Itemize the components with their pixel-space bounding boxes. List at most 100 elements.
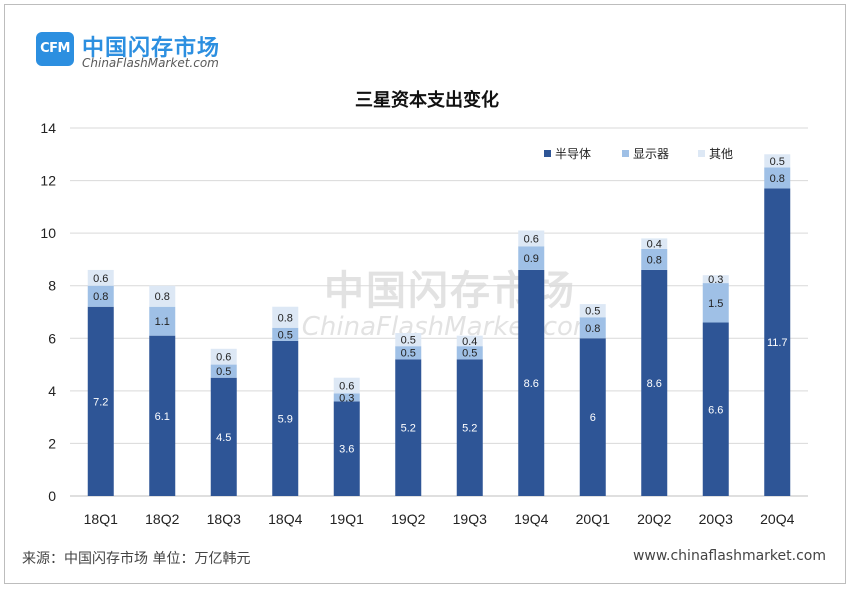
bar-19Q3-2 [456, 335, 483, 347]
bar-18Q1-0 [87, 306, 114, 496]
website-url[interactable]: www.chinaflashmarket.com [632, 548, 826, 564]
x-tick-label: 18Q2 [145, 511, 179, 527]
bar-19Q1-1 [333, 393, 360, 402]
y-tick-label: 10 [40, 225, 56, 241]
bar-19Q2-2 [395, 333, 422, 347]
bar-20Q3-0 [702, 322, 729, 496]
legend-label: 显示器 [633, 147, 669, 161]
data-label: 0.8 [585, 323, 600, 335]
data-label: 7.2 [93, 396, 108, 408]
x-tick-label: 20Q2 [637, 511, 671, 527]
x-tick-label: 18Q4 [268, 511, 302, 527]
legend-label: 其他 [709, 147, 733, 161]
data-label: 0.6 [216, 352, 231, 364]
bar-19Q1-2 [333, 377, 360, 394]
data-label: 0.8 [770, 173, 785, 185]
x-tick-label: 19Q4 [514, 511, 548, 527]
bar-20Q3-2 [702, 275, 729, 284]
bar-18Q2-1 [149, 306, 176, 336]
bar-18Q2-2 [149, 285, 176, 307]
x-tick-label: 18Q1 [84, 511, 118, 527]
bar-19Q3-0 [456, 359, 483, 496]
data-label: 6.6 [708, 404, 723, 416]
bar-18Q2-0 [149, 335, 176, 496]
bar-20Q1-0 [579, 338, 606, 496]
y-tick-label: 4 [48, 383, 56, 399]
x-tick-label: 20Q1 [576, 511, 610, 527]
logo: CFM 中国闪存市场 ChinaFlashMarket.com [36, 30, 296, 76]
chart-title: 三星资本支出变化 [355, 90, 499, 111]
bar-18Q1-1 [87, 285, 114, 307]
bar-18Q1-2 [87, 269, 114, 286]
data-label: 0.3 [339, 392, 354, 404]
legend-label: 半导体 [555, 147, 591, 161]
data-label: 8.6 [524, 378, 539, 390]
bar-19Q3-1 [456, 346, 483, 360]
logo-name-en: ChinaFlashMarket.com [82, 56, 219, 70]
data-label: 0.6 [339, 381, 354, 393]
logo-badge: CFM [36, 32, 74, 66]
bar-20Q4-1 [764, 167, 791, 189]
y-tick-label: 2 [48, 435, 56, 451]
data-label: 0.3 [708, 274, 723, 286]
data-label: 6 [590, 412, 596, 424]
data-label: 0.8 [155, 291, 170, 303]
bar-20Q1-1 [579, 317, 606, 339]
data-label: 1.5 [708, 298, 723, 310]
data-label: 0.8 [278, 312, 293, 324]
y-tick-label: 6 [48, 330, 56, 346]
data-label: 0.8 [647, 254, 662, 266]
bar-20Q2-0 [641, 269, 668, 496]
x-tick-label: 20Q4 [760, 511, 794, 527]
bar-18Q4-0 [272, 340, 299, 496]
data-label: 0.5 [585, 306, 600, 318]
bar-19Q4-0 [518, 269, 545, 496]
bar-19Q1-0 [333, 401, 360, 496]
y-tick-label: 0 [48, 488, 56, 504]
bar-19Q2-1 [395, 346, 422, 360]
bar-18Q3-2 [210, 348, 237, 365]
data-label: 4.5 [216, 432, 231, 444]
bar-20Q4-2 [764, 154, 791, 168]
bar-18Q4-1 [272, 327, 299, 341]
data-label: 0.5 [770, 156, 785, 168]
legend-swatch [544, 150, 551, 157]
data-label: 8.6 [647, 378, 662, 390]
x-tick-label: 18Q3 [207, 511, 241, 527]
bar-20Q2-1 [641, 248, 668, 270]
data-label: 0.8 [93, 291, 108, 303]
data-label: 0.5 [216, 366, 231, 378]
y-tick-label: 12 [40, 173, 56, 189]
bar-18Q3-1 [210, 364, 237, 378]
bar-20Q2-2 [641, 238, 668, 249]
data-label: 0.5 [462, 348, 477, 360]
data-label: 0.4 [647, 239, 662, 251]
legend-swatch [622, 150, 629, 157]
data-label: 3.6 [339, 444, 354, 456]
data-label: 5.9 [278, 413, 293, 425]
logo-name-cn: 中国闪存市场 [82, 36, 221, 61]
data-label: 0.6 [93, 273, 108, 285]
bar-20Q3-1 [702, 283, 729, 323]
data-label: 0.5 [401, 348, 416, 360]
x-tick-label: 19Q3 [453, 511, 487, 527]
bar-18Q3-0 [210, 377, 237, 496]
x-tick-label: 20Q3 [699, 511, 733, 527]
bar-19Q4-1 [518, 246, 545, 270]
data-label: 0.5 [278, 329, 293, 341]
legend-swatch [698, 150, 705, 157]
x-tick-label: 19Q2 [391, 511, 425, 527]
y-tick-label: 14 [40, 120, 56, 136]
data-label: 1.1 [155, 316, 170, 328]
source-note: 来源：中国闪存市场 单位：万亿韩元 [22, 551, 251, 567]
data-label: 0.6 [524, 233, 539, 245]
data-label: 0.9 [524, 253, 539, 265]
data-label: 5.2 [462, 423, 477, 435]
bar-20Q4-0 [764, 188, 791, 496]
bar-19Q2-0 [395, 359, 422, 496]
bar-18Q4-2 [272, 306, 299, 328]
data-label: 6.1 [155, 411, 170, 423]
data-label: 0.4 [462, 336, 477, 348]
bar-20Q1-2 [579, 304, 606, 318]
